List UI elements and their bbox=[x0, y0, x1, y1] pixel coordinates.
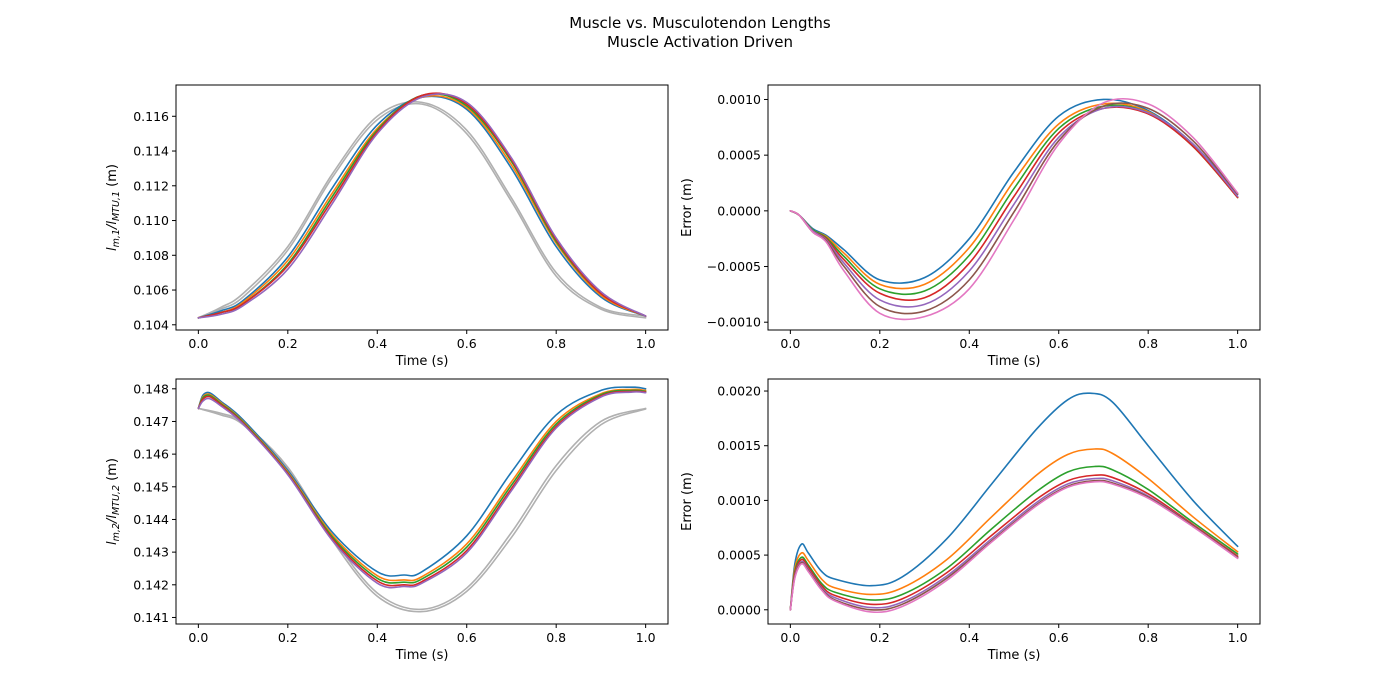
y-tick-label: 0.0010 bbox=[717, 493, 761, 508]
plot-area bbox=[789, 97, 1239, 321]
y-tick-label: −0.0005 bbox=[707, 259, 761, 274]
x-tick-label: 0.0 bbox=[188, 630, 208, 645]
subplot-bottom-left: 0.0 0.2 0.4 0.6 0.8 1.0 0.141 0.142 0.143 0.144 0.… bbox=[105, 378, 669, 663]
y-tick-label: 0.106 bbox=[133, 283, 169, 298]
series-line-3 bbox=[789, 465, 1239, 611]
y-tick-label: 0.146 bbox=[133, 447, 169, 462]
y-tick-label: 0.142 bbox=[133, 577, 169, 592]
series-line-1 bbox=[197, 95, 647, 319]
y-tick-label: 0.112 bbox=[133, 178, 169, 193]
axes-frame bbox=[767, 84, 1261, 331]
x-tick-label: 1.0 bbox=[1228, 336, 1248, 351]
y-tick-label: −0.0010 bbox=[707, 315, 761, 330]
y-tick-label: 0.0015 bbox=[717, 438, 761, 453]
figure-title-line2: Muscle Activation Driven bbox=[607, 33, 793, 51]
series-line-3 bbox=[197, 389, 647, 584]
plot-area bbox=[197, 386, 647, 613]
x-tick-label: 0.6 bbox=[1049, 336, 1069, 351]
x-axis-label: Time (s) bbox=[987, 354, 1041, 369]
plot-area bbox=[789, 392, 1239, 614]
y-tick-label: 0.110 bbox=[133, 213, 169, 228]
y-tick-label: 0.116 bbox=[133, 109, 169, 124]
figure-title-line1: Muscle vs. Musculotendon Lengths bbox=[569, 14, 831, 32]
y-axis-label: lm,1/lMTU,1 (m) bbox=[105, 164, 122, 251]
x-tick-label: 0.2 bbox=[870, 630, 890, 645]
x-tick-label: 0.4 bbox=[959, 336, 979, 351]
x-tick-label: 0.2 bbox=[278, 336, 298, 351]
series-line-7 bbox=[789, 480, 1239, 614]
y-tick-label: 0.0000 bbox=[717, 602, 761, 617]
x-tick-label: 0.8 bbox=[1138, 630, 1158, 645]
series-line-1 bbox=[789, 98, 1239, 284]
series-line-1 bbox=[789, 392, 1239, 611]
x-tick-label: 0.0 bbox=[780, 336, 800, 351]
plot-area bbox=[197, 92, 647, 319]
y-tick-label: 0.108 bbox=[133, 248, 169, 263]
y-axis-label: lm,2/lMTU,2 (m) bbox=[105, 458, 122, 545]
reference-line-1 bbox=[197, 101, 647, 319]
subplot-grid: 0.0 0.2 0.4 0.6 0.8 1.0 0.104 0.106 0.108 0.110 0.… bbox=[105, 84, 1261, 663]
x-axis-label: Time (s) bbox=[395, 648, 449, 663]
y-tick-label: 0.0005 bbox=[717, 548, 761, 563]
series-line-1 bbox=[197, 386, 647, 577]
y-tick-label: 0.141 bbox=[133, 610, 169, 625]
series-line-4 bbox=[197, 390, 647, 587]
subplot-bottom-right: 0.0 0.2 0.4 0.6 0.8 1.0 0.0000 0.0005 0.0010 0.00… bbox=[680, 378, 1261, 663]
x-tick-label: 0.6 bbox=[457, 336, 477, 351]
x-tick-label: 0.2 bbox=[870, 336, 890, 351]
x-tick-label: 0.6 bbox=[1049, 630, 1069, 645]
subplot-top-left: 0.0 0.2 0.4 0.6 0.8 1.0 0.104 0.106 0.108 0.110 0.… bbox=[105, 84, 669, 369]
y-tick-label: 0.114 bbox=[133, 144, 169, 159]
x-tick-label: 0.0 bbox=[188, 336, 208, 351]
y-tick-label: 0.143 bbox=[133, 545, 169, 560]
y-axis-label: Error (m) bbox=[680, 178, 695, 237]
y-tick-label: 0.147 bbox=[133, 414, 169, 429]
x-tick-label: 0.0 bbox=[780, 630, 800, 645]
series-line-5 bbox=[789, 105, 1239, 308]
x-tick-label: 0.8 bbox=[546, 630, 566, 645]
series-line-4 bbox=[197, 92, 647, 319]
series-line-5 bbox=[197, 93, 647, 319]
x-tick-label: 1.0 bbox=[1228, 630, 1248, 645]
x-tick-label: 0.8 bbox=[546, 336, 566, 351]
series-line-7 bbox=[789, 97, 1239, 321]
series-line-2 bbox=[789, 448, 1239, 611]
x-axis-label: Time (s) bbox=[395, 354, 449, 369]
y-axis-label: Error (m) bbox=[680, 472, 695, 531]
y-tick-label: 0.145 bbox=[133, 479, 169, 494]
axes-frame bbox=[175, 378, 669, 625]
y-tick-label: 0.104 bbox=[133, 317, 169, 332]
series-line-4 bbox=[789, 474, 1239, 611]
y-tick-label: 0.148 bbox=[133, 381, 169, 396]
x-tick-label: 0.8 bbox=[1138, 336, 1158, 351]
x-tick-label: 0.4 bbox=[367, 336, 387, 351]
series-line-2 bbox=[197, 388, 647, 582]
axes-frame bbox=[767, 378, 1261, 625]
y-tick-label: 0.0000 bbox=[717, 203, 761, 218]
y-tick-label: 0.0005 bbox=[717, 148, 761, 163]
y-tick-label: 0.0010 bbox=[717, 92, 761, 107]
x-axis-label: Time (s) bbox=[987, 648, 1041, 663]
y-tick-label: 0.0020 bbox=[717, 384, 761, 399]
x-tick-label: 0.4 bbox=[367, 630, 387, 645]
y-tick-label: 0.144 bbox=[133, 512, 169, 527]
series-line-5 bbox=[197, 391, 647, 589]
x-tick-label: 1.0 bbox=[636, 630, 656, 645]
axes-frame bbox=[175, 84, 669, 331]
x-tick-label: 0.4 bbox=[959, 630, 979, 645]
x-tick-label: 1.0 bbox=[636, 336, 656, 351]
x-tick-label: 0.6 bbox=[457, 630, 477, 645]
x-tick-label: 0.2 bbox=[278, 630, 298, 645]
subplot-top-right: 0.0 0.2 0.4 0.6 0.8 1.0 −0.0010 −0.0005 0.0000 0.… bbox=[680, 84, 1261, 369]
